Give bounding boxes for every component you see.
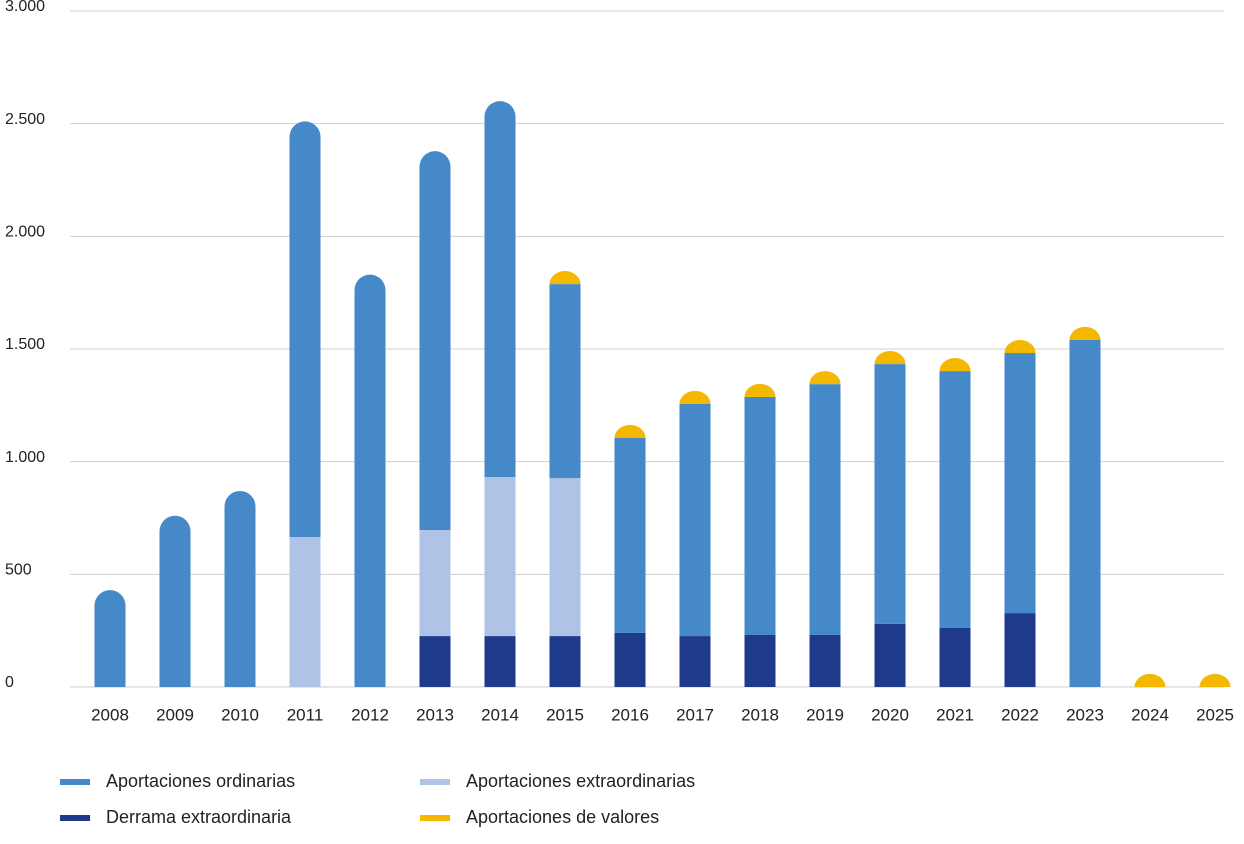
- x-tick-label: 2021: [936, 705, 974, 724]
- bar: [939, 627, 971, 687]
- x-tick-label: 2012: [351, 705, 389, 724]
- y-tick-label: 2.000: [5, 224, 45, 241]
- bar: [809, 384, 841, 635]
- x-tick-label: 2009: [156, 705, 194, 724]
- y-tick-label: 500: [5, 562, 32, 579]
- bar: [744, 396, 776, 635]
- bar: [419, 529, 451, 637]
- bar-cap: [874, 351, 906, 365]
- bar: [1069, 339, 1101, 687]
- bar: [874, 623, 906, 687]
- bar: [809, 634, 841, 687]
- bar-cap: [549, 271, 581, 285]
- x-tick-label: 2010: [221, 705, 259, 724]
- y-tick-label: 3.000: [5, 0, 45, 15]
- x-tick-label: 2023: [1066, 705, 1104, 724]
- bar: [874, 364, 906, 624]
- legend-label: Derrama extraordinaria: [106, 807, 292, 827]
- bar-cap: [744, 383, 776, 397]
- bar-cap: [679, 390, 711, 404]
- bar: [549, 636, 581, 687]
- bar: [1004, 353, 1036, 614]
- bar-cap: [1004, 339, 1036, 354]
- legend-label: Aportaciones ordinarias: [106, 771, 295, 791]
- x-tick-label: 2017: [676, 705, 714, 724]
- legend-label: Aportaciones extraordinarias: [466, 771, 695, 791]
- legend-swatch: [60, 815, 90, 821]
- y-tick-label: 1.000: [5, 449, 45, 466]
- bar: [484, 101, 516, 477]
- bar: [289, 537, 321, 687]
- x-tick-label: 2011: [287, 705, 324, 724]
- bar-cap: [939, 358, 971, 372]
- bar: [419, 636, 451, 687]
- y-tick-label: 0: [5, 674, 14, 691]
- x-tick-label: 2008: [91, 705, 129, 724]
- bar: [484, 476, 516, 637]
- bar-cap: [1069, 326, 1101, 340]
- bar: [549, 478, 581, 637]
- legend-swatch: [420, 815, 450, 821]
- bar: [289, 121, 321, 538]
- x-tick-label: 2015: [546, 705, 584, 724]
- bar: [939, 371, 971, 628]
- bar: [614, 632, 646, 687]
- bar: [484, 636, 516, 687]
- legend-swatch: [420, 779, 450, 785]
- bar: [159, 515, 191, 687]
- bar-cap: [1134, 673, 1166, 687]
- legend-label: Aportaciones de valores: [466, 807, 659, 827]
- x-tick-label: 2018: [741, 705, 779, 724]
- bar: [1004, 613, 1036, 687]
- bar: [224, 490, 256, 687]
- bar: [94, 590, 126, 687]
- bar-cap: [809, 371, 841, 385]
- x-tick-label: 2020: [871, 705, 909, 724]
- bar: [614, 438, 646, 633]
- x-tick-label: 2016: [611, 705, 649, 724]
- x-tick-label: 2014: [481, 705, 519, 724]
- y-tick-label: 2.500: [5, 111, 45, 128]
- x-tick-label: 2022: [1001, 705, 1039, 724]
- x-tick-label: 2019: [806, 705, 844, 724]
- x-tick-label: 2024: [1131, 705, 1169, 724]
- x-tick-label: 2013: [416, 705, 454, 724]
- legend-swatch: [60, 779, 90, 785]
- bar: [419, 151, 451, 530]
- bar: [744, 634, 776, 687]
- bar-cap: [1199, 673, 1231, 687]
- bar: [679, 403, 711, 637]
- bar: [354, 274, 386, 687]
- bar-cap: [614, 424, 646, 439]
- x-tick-label: 2025: [1196, 705, 1234, 724]
- y-tick-label: 1.500: [5, 336, 45, 353]
- bar: [549, 284, 581, 479]
- bar: [679, 636, 711, 687]
